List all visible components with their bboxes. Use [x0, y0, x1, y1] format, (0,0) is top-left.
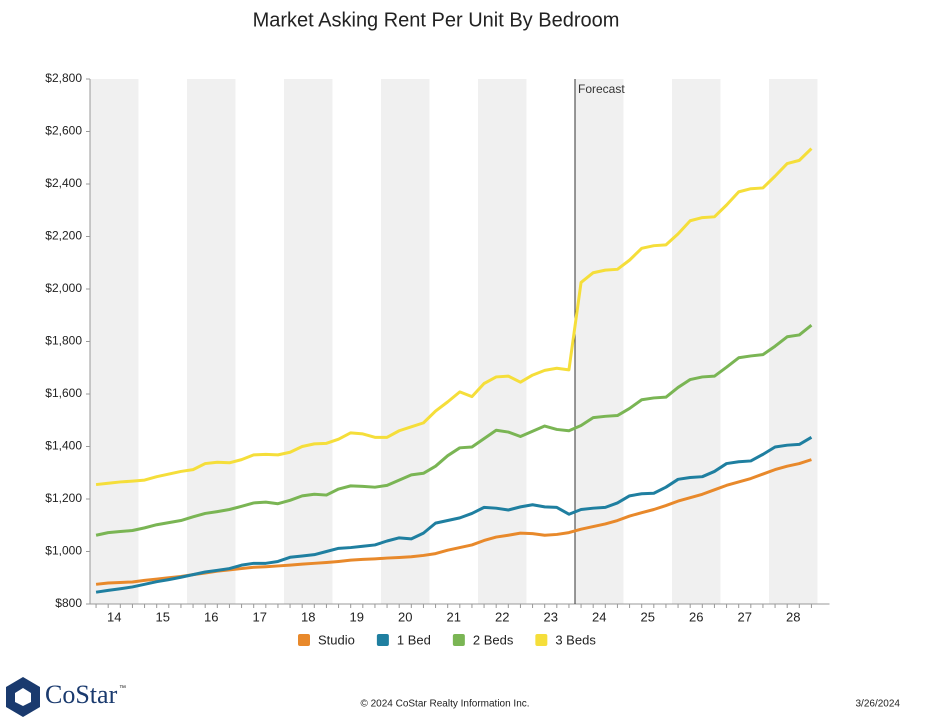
date: 3/26/2024 — [856, 699, 901, 710]
x-tick-label: 25 — [641, 609, 655, 624]
legend-swatch — [298, 634, 310, 646]
y-tick-label: $1,800 — [45, 334, 82, 348]
chart-title: Market Asking Rent Per Unit By Bedroom — [253, 9, 620, 31]
trademark: ™ — [119, 685, 126, 692]
y-tick-label: $2,000 — [45, 281, 82, 295]
year-band — [575, 79, 624, 604]
legend-label: 2 Beds — [473, 632, 514, 647]
y-tick-label: $2,200 — [45, 229, 82, 243]
forecast-label: Forecast — [578, 82, 625, 96]
x-tick-label: 15 — [156, 609, 170, 624]
x-tick-label: 20 — [398, 609, 412, 624]
y-tick-label: $2,400 — [45, 176, 82, 190]
legend-swatch — [376, 634, 389, 646]
year-band — [672, 79, 721, 604]
series-line — [95, 324, 813, 537]
x-tick-label: 27 — [738, 609, 752, 624]
x-tick-label: 21 — [447, 609, 461, 624]
legend-label: 3 Beds — [555, 632, 596, 647]
x-tick-label: 17 — [253, 609, 267, 624]
copyright: © 2024 CoStar Realty Information Inc. — [360, 699, 529, 710]
year-band — [381, 79, 430, 604]
year-band — [769, 79, 818, 604]
logo-text: CoStar — [45, 680, 118, 709]
x-tick-label: 23 — [544, 609, 558, 624]
x-tick-label: 18 — [301, 609, 315, 624]
x-tick-label: 24 — [592, 609, 606, 624]
x-tick-label: 16 — [204, 609, 218, 624]
y-tick-label: $2,800 — [45, 71, 82, 85]
y-tick-label: $1,400 — [45, 439, 82, 453]
year-band — [187, 79, 236, 604]
year-band — [478, 79, 527, 604]
x-tick-label: 28 — [786, 609, 800, 624]
legend-swatch — [535, 634, 548, 646]
x-tick-label: 14 — [107, 609, 121, 624]
year-band — [284, 79, 333, 604]
x-tick-label: 26 — [689, 609, 703, 624]
series-line — [95, 147, 813, 487]
y-tick-label: $1,000 — [45, 544, 82, 558]
x-tick-label: 22 — [495, 609, 509, 624]
y-tick-label: $2,600 — [45, 124, 82, 138]
series-line — [95, 436, 813, 594]
x-tick-label: 19 — [350, 609, 364, 624]
y-tick-label: $1,200 — [45, 491, 82, 505]
legend-label: Studio — [318, 632, 355, 647]
costar-logo-mark — [6, 677, 40, 717]
y-tick-label: $1,600 — [45, 386, 82, 400]
year-band — [90, 79, 139, 604]
legend-label: 1 Bed — [397, 632, 431, 647]
y-tick-label: $800 — [55, 596, 82, 610]
legend-swatch — [452, 634, 465, 646]
